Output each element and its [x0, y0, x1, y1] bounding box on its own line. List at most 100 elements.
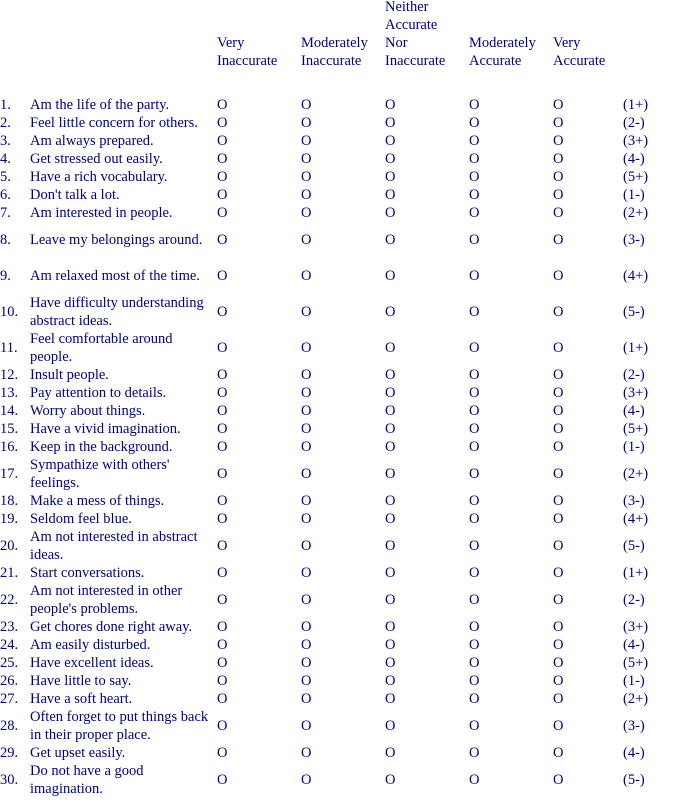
option-very-accurate[interactable]: O	[553, 169, 564, 185]
option-moderately-inaccurate[interactable]: O	[301, 151, 312, 167]
option-moderately-inaccurate[interactable]: O	[301, 691, 312, 707]
option-moderately-inaccurate[interactable]: O	[301, 304, 312, 320]
option-moderately-accurate[interactable]: O	[469, 718, 480, 734]
option-neither[interactable]: O	[385, 511, 396, 527]
option-moderately-accurate[interactable]: O	[469, 97, 480, 113]
option-very-inaccurate[interactable]: O	[217, 232, 228, 248]
option-neither[interactable]: O	[385, 268, 396, 284]
option-very-inaccurate[interactable]: O	[217, 151, 228, 167]
option-moderately-inaccurate[interactable]: O	[301, 637, 312, 653]
option-moderately-accurate[interactable]: O	[469, 268, 480, 284]
option-very-accurate[interactable]: O	[553, 367, 564, 383]
option-moderately-accurate[interactable]: O	[469, 340, 480, 356]
option-moderately-accurate[interactable]: O	[469, 187, 480, 203]
option-moderately-inaccurate[interactable]: O	[301, 493, 312, 509]
option-moderately-inaccurate[interactable]: O	[301, 538, 312, 554]
option-neither[interactable]: O	[385, 97, 396, 113]
option-neither[interactable]: O	[385, 187, 396, 203]
option-moderately-inaccurate[interactable]: O	[301, 439, 312, 455]
option-moderately-accurate[interactable]: O	[469, 205, 480, 221]
option-moderately-inaccurate[interactable]: O	[301, 169, 312, 185]
option-moderately-inaccurate[interactable]: O	[301, 115, 312, 131]
option-moderately-inaccurate[interactable]: O	[301, 403, 312, 419]
option-neither[interactable]: O	[385, 718, 396, 734]
option-neither[interactable]: O	[385, 133, 396, 149]
option-moderately-inaccurate[interactable]: O	[301, 205, 312, 221]
option-very-inaccurate[interactable]: O	[217, 403, 228, 419]
option-very-accurate[interactable]: O	[553, 439, 564, 455]
option-moderately-accurate[interactable]: O	[469, 511, 480, 527]
option-neither[interactable]: O	[385, 115, 396, 131]
option-very-accurate[interactable]: O	[553, 493, 564, 509]
option-very-accurate[interactable]: O	[553, 115, 564, 131]
option-neither[interactable]: O	[385, 538, 396, 554]
option-neither[interactable]: O	[385, 367, 396, 383]
option-moderately-accurate[interactable]: O	[469, 592, 480, 608]
option-very-inaccurate[interactable]: O	[217, 637, 228, 653]
option-very-inaccurate[interactable]: O	[217, 115, 228, 131]
option-very-inaccurate[interactable]: O	[217, 268, 228, 284]
option-neither[interactable]: O	[385, 232, 396, 248]
option-very-accurate[interactable]: O	[553, 232, 564, 248]
option-moderately-inaccurate[interactable]: O	[301, 772, 312, 788]
option-very-accurate[interactable]: O	[553, 466, 564, 482]
option-very-inaccurate[interactable]: O	[217, 592, 228, 608]
option-moderately-accurate[interactable]: O	[469, 745, 480, 761]
option-very-accurate[interactable]: O	[553, 340, 564, 356]
option-moderately-accurate[interactable]: O	[469, 619, 480, 635]
option-moderately-inaccurate[interactable]: O	[301, 745, 312, 761]
option-moderately-accurate[interactable]: O	[469, 169, 480, 185]
option-neither[interactable]: O	[385, 439, 396, 455]
option-very-inaccurate[interactable]: O	[217, 511, 228, 527]
option-very-inaccurate[interactable]: O	[217, 718, 228, 734]
option-very-accurate[interactable]: O	[553, 637, 564, 653]
option-neither[interactable]: O	[385, 493, 396, 509]
option-neither[interactable]: O	[385, 619, 396, 635]
option-neither[interactable]: O	[385, 151, 396, 167]
option-neither[interactable]: O	[385, 772, 396, 788]
option-moderately-accurate[interactable]: O	[469, 151, 480, 167]
option-moderately-accurate[interactable]: O	[469, 421, 480, 437]
option-very-accurate[interactable]: O	[553, 619, 564, 635]
option-very-accurate[interactable]: O	[553, 772, 564, 788]
option-moderately-accurate[interactable]: O	[469, 403, 480, 419]
option-moderately-accurate[interactable]: O	[469, 133, 480, 149]
option-moderately-inaccurate[interactable]: O	[301, 619, 312, 635]
option-very-inaccurate[interactable]: O	[217, 205, 228, 221]
option-very-inaccurate[interactable]: O	[217, 133, 228, 149]
option-very-inaccurate[interactable]: O	[217, 673, 228, 689]
option-very-inaccurate[interactable]: O	[217, 187, 228, 203]
option-moderately-inaccurate[interactable]: O	[301, 268, 312, 284]
option-very-accurate[interactable]: O	[553, 538, 564, 554]
option-neither[interactable]: O	[385, 385, 396, 401]
option-moderately-inaccurate[interactable]: O	[301, 466, 312, 482]
option-neither[interactable]: O	[385, 304, 396, 320]
option-very-accurate[interactable]: O	[553, 403, 564, 419]
option-neither[interactable]: O	[385, 745, 396, 761]
option-neither[interactable]: O	[385, 691, 396, 707]
option-very-accurate[interactable]: O	[553, 304, 564, 320]
option-very-inaccurate[interactable]: O	[217, 304, 228, 320]
option-very-inaccurate[interactable]: O	[217, 619, 228, 635]
option-moderately-accurate[interactable]: O	[469, 304, 480, 320]
option-moderately-accurate[interactable]: O	[469, 367, 480, 383]
option-moderately-inaccurate[interactable]: O	[301, 565, 312, 581]
option-very-inaccurate[interactable]: O	[217, 340, 228, 356]
option-moderately-inaccurate[interactable]: O	[301, 385, 312, 401]
option-very-inaccurate[interactable]: O	[217, 385, 228, 401]
option-moderately-inaccurate[interactable]: O	[301, 133, 312, 149]
option-moderately-inaccurate[interactable]: O	[301, 511, 312, 527]
option-moderately-accurate[interactable]: O	[469, 538, 480, 554]
option-very-inaccurate[interactable]: O	[217, 439, 228, 455]
option-very-accurate[interactable]: O	[553, 187, 564, 203]
option-very-accurate[interactable]: O	[553, 745, 564, 761]
option-very-inaccurate[interactable]: O	[217, 97, 228, 113]
option-very-inaccurate[interactable]: O	[217, 466, 228, 482]
option-moderately-accurate[interactable]: O	[469, 655, 480, 671]
option-very-inaccurate[interactable]: O	[217, 772, 228, 788]
option-neither[interactable]: O	[385, 565, 396, 581]
option-moderately-inaccurate[interactable]: O	[301, 340, 312, 356]
option-moderately-accurate[interactable]: O	[469, 385, 480, 401]
option-moderately-accurate[interactable]: O	[469, 115, 480, 131]
option-very-inaccurate[interactable]: O	[217, 169, 228, 185]
